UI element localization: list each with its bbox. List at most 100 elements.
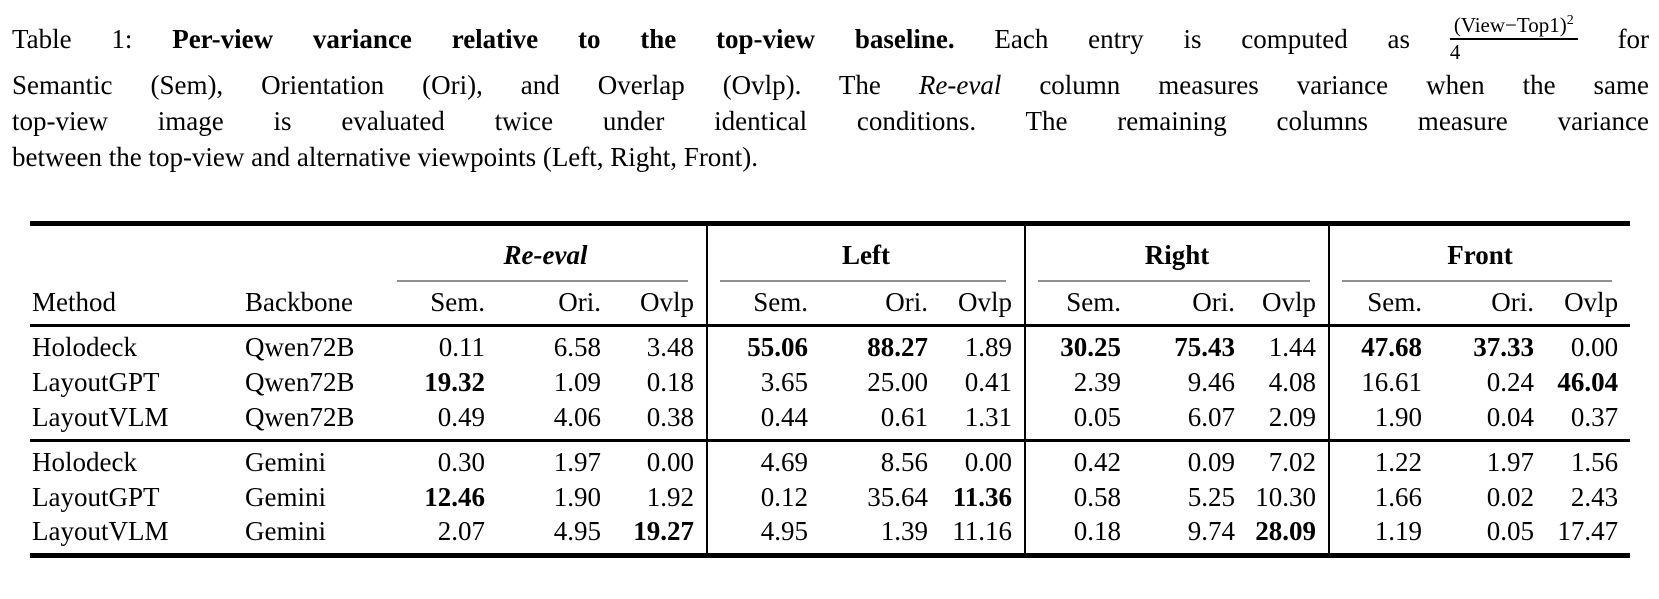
- sem-header: Sem.: [706, 281, 821, 328]
- group-header-re-eval: Re-eval: [385, 224, 707, 282]
- value-cell: 0.05: [1024, 401, 1134, 441]
- value-cell: 1.39: [880, 516, 929, 547]
- method-cell: Holodeck: [30, 438, 230, 479]
- value-cell: 7.02: [1247, 438, 1330, 479]
- value-cell: 0.42: [1024, 438, 1134, 479]
- value-cell: 37.33: [1473, 332, 1535, 363]
- value-cell: 4.95: [706, 516, 821, 556]
- value-cell: 19.32: [424, 367, 485, 398]
- value-cell: 19.27: [633, 516, 695, 547]
- value-cell: 88.27: [867, 332, 929, 363]
- table-row: Holodeck Qwen72B 0.11 6.58 3.48 55.06 88…: [30, 325, 1630, 364]
- value-cell: 0.24: [1486, 367, 1535, 398]
- value-cell: 0.38: [646, 401, 695, 432]
- value-cell: 12.46: [424, 481, 485, 512]
- value-cell: 0.41: [964, 367, 1013, 398]
- value-cell: 1.66: [1328, 478, 1435, 517]
- value-cell: 4.08: [1268, 367, 1317, 398]
- value-cell: 10.30: [1255, 481, 1317, 512]
- value-cell: 1.31: [964, 401, 1013, 432]
- method-cell: Holodeck: [32, 332, 137, 363]
- ori-header: Ori.: [497, 281, 613, 328]
- value-cell: 75.43: [1174, 332, 1236, 363]
- cmidrule: [1038, 279, 1311, 282]
- results-table: Re-eval Left Right Front Method Backbone…: [30, 221, 1631, 559]
- table-row: LayoutVLM Qwen72B 0.49 4.06 0.38 0.44 0.…: [30, 401, 1630, 441]
- table-row: LayoutGPT Qwen72B 19.32 1.09 0.18 3.65 2…: [30, 363, 1630, 402]
- value-cell: 0.05: [1486, 516, 1535, 547]
- method-cell: LayoutGPT: [32, 481, 160, 512]
- cmidrule: [1342, 279, 1613, 282]
- caption-bold-lead: Per-view variance relative to the top-vi…: [172, 23, 955, 54]
- value-cell: 3.48: [646, 332, 695, 363]
- value-cell: 55.06: [706, 325, 821, 364]
- table-row: LayoutVLM Gemini 2.07 4.95 19.27 4.95 1.…: [30, 516, 1630, 556]
- group-header-left: Left: [706, 223, 1026, 282]
- ori-header: Ori.: [820, 281, 941, 328]
- backbone-cell: Gemini: [245, 481, 326, 512]
- value-cell: 4.69: [706, 438, 821, 479]
- caption-text: for: [1617, 23, 1650, 54]
- value-cell: 1.22: [1328, 438, 1435, 479]
- value-cell: 17.47: [1557, 516, 1619, 547]
- value-cell: 0.37: [1570, 401, 1619, 432]
- value-cell: 0.18: [646, 367, 695, 398]
- backbone-cell: Gemini: [245, 516, 326, 547]
- method-header: Method: [30, 281, 230, 328]
- value-cell: 1.89: [964, 332, 1013, 363]
- formula-numerator: (View−Top1)2: [1449, 13, 1578, 41]
- backbone-cell: Qwen72B: [245, 332, 355, 363]
- value-cell: 1.97: [1434, 438, 1547, 479]
- backbone-header: Backbone: [230, 281, 385, 328]
- caption-text: Each entry is computed as: [994, 23, 1411, 54]
- value-cell: 5.25: [1187, 481, 1236, 512]
- caption-line-2: Semantic (Sem), Orientation (Ori), and O…: [12, 67, 1649, 103]
- value-cell: 4.95: [553, 516, 601, 547]
- table-row: Holodeck Gemini 0.30 1.97 0.00 4.69 8.56…: [30, 438, 1631, 479]
- value-cell: 9.46: [1187, 367, 1236, 398]
- table-caption: Table 1: Per-view variance relative to t…: [0, 0, 1659, 175]
- backbone-cell: Qwen72B: [245, 401, 355, 432]
- cmidrule: [397, 279, 689, 282]
- value-cell: 3.65: [706, 363, 821, 402]
- value-cell: 9.74: [1187, 516, 1236, 547]
- value-cell: 1.56: [1546, 438, 1631, 479]
- value-cell: 0.00: [1570, 332, 1619, 363]
- value-cell: 30.25: [1024, 325, 1134, 364]
- value-cell: 8.56: [820, 438, 941, 479]
- value-cell: 0.02: [1486, 481, 1535, 512]
- value-cell: 0.00: [613, 438, 708, 479]
- column-header-row: Method Backbone Sem. Ori. Ovlp Sem. Ori.…: [30, 281, 1631, 328]
- table-label: Table 1:: [12, 23, 133, 54]
- value-cell: 0.04: [1486, 401, 1535, 432]
- ovlp-header: Ovlp: [1247, 281, 1330, 328]
- value-cell: 2.09: [1268, 401, 1317, 432]
- formula-denominator: 4: [1449, 40, 1461, 65]
- value-cell: 6.58: [553, 332, 601, 363]
- value-cell: 6.07: [1187, 401, 1236, 432]
- caption-line-1: Table 1: Per-view variance relative to t…: [12, 13, 1650, 67]
- value-cell: 0.12: [706, 478, 821, 517]
- value-cell: 0.30: [385, 438, 497, 479]
- value-cell: 1.19: [1328, 516, 1435, 556]
- value-cell: 0.18: [1024, 516, 1134, 556]
- value-cell: 46.04: [1557, 367, 1619, 398]
- value-cell: 0.49: [437, 401, 485, 432]
- value-cell: 2.39: [1024, 363, 1134, 402]
- ori-header: Ori.: [1133, 281, 1248, 328]
- caption-text: Semantic (Sem), Orientation (Ori), and O…: [12, 70, 881, 101]
- group-header-spacer: [30, 224, 385, 282]
- value-cell: 1.90: [1328, 401, 1435, 441]
- method-cell: LayoutVLM: [32, 516, 169, 547]
- value-cell: 16.61: [1328, 363, 1435, 402]
- group-header-right: Right: [1024, 223, 1330, 282]
- cmidrule: [720, 279, 1007, 282]
- caption-italic-re-eval: Re-eval: [918, 70, 1002, 101]
- value-cell: 2.43: [1570, 481, 1619, 512]
- value-cell: 0.58: [1024, 478, 1134, 517]
- value-cell: 1.09: [553, 367, 601, 398]
- ovlp-header: Ovlp: [1546, 281, 1631, 328]
- value-cell: 25.00: [867, 367, 929, 398]
- caption-line-4: between the top-view and alternative vie…: [12, 142, 759, 173]
- formula-exponent: 2: [1566, 13, 1574, 28]
